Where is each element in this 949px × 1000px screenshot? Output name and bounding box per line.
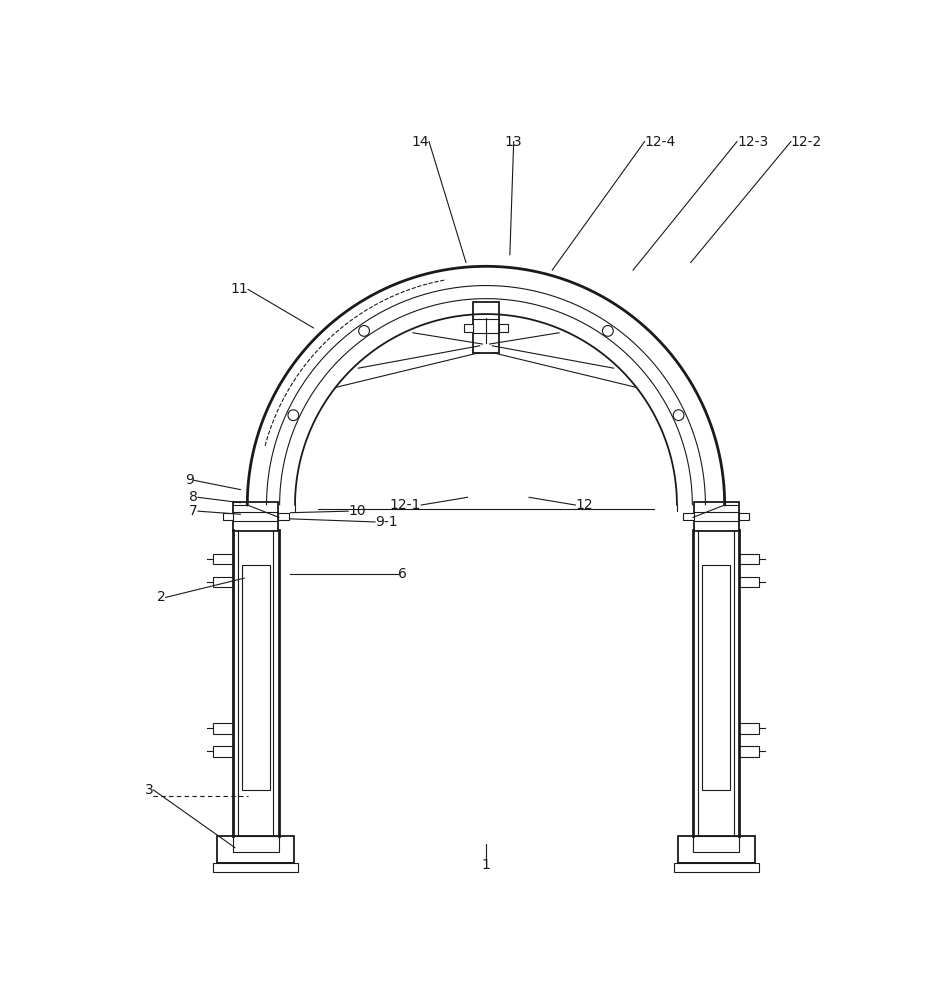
Bar (278, 513, 288, 520)
Bar (214, 723, 233, 734)
Bar (739, 746, 758, 757)
Bar (678, 836, 754, 863)
Text: 11: 11 (231, 282, 248, 296)
Bar (233, 836, 279, 852)
Bar (214, 863, 298, 872)
Text: 10: 10 (348, 504, 365, 518)
Bar (694, 502, 738, 531)
Bar (739, 723, 758, 734)
Bar (242, 565, 270, 790)
Bar (233, 502, 278, 531)
Text: 3: 3 (144, 783, 154, 797)
Text: 12-4: 12-4 (644, 135, 676, 149)
Text: 9: 9 (185, 473, 195, 487)
Text: 12-1: 12-1 (390, 498, 421, 512)
Bar (223, 513, 233, 520)
Text: 6: 6 (399, 567, 407, 581)
Bar (693, 836, 739, 852)
Bar (473, 302, 499, 353)
Text: 1: 1 (481, 858, 491, 872)
Bar (702, 565, 730, 790)
Text: 14: 14 (411, 135, 429, 149)
Bar (674, 863, 758, 872)
Text: 8: 8 (189, 490, 198, 504)
Bar (683, 513, 694, 520)
Bar (499, 324, 509, 332)
Text: 12: 12 (575, 498, 593, 512)
Text: 13: 13 (505, 135, 523, 149)
Text: 12-3: 12-3 (737, 135, 769, 149)
Bar (464, 324, 473, 332)
Text: 9-1: 9-1 (375, 515, 398, 529)
Bar (217, 836, 294, 863)
Text: 7: 7 (189, 504, 198, 518)
Bar (214, 746, 233, 757)
Bar (214, 554, 233, 564)
Bar (738, 513, 750, 520)
Bar (739, 577, 758, 587)
Text: 12-2: 12-2 (791, 135, 822, 149)
Text: 2: 2 (157, 590, 166, 604)
Bar (739, 554, 758, 564)
Bar (214, 577, 233, 587)
